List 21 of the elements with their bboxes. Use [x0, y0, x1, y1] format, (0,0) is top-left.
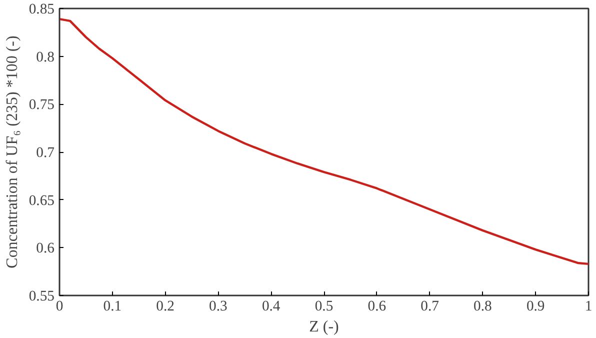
y-tick-label: 0.55 — [28, 288, 55, 304]
x-tick-label: 0.4 — [262, 298, 281, 314]
x-tick-label: 0.9 — [526, 298, 545, 314]
line-series — [60, 18, 588, 266]
x-tick-label: 0.6 — [368, 298, 386, 314]
x-tick-label: 0.3 — [209, 298, 228, 314]
x-tick-label: 0.1 — [103, 298, 122, 314]
x-tick-label: 0 — [56, 298, 64, 314]
x-tick-label: 0.7 — [420, 298, 439, 314]
y-tick-label: 0.65 — [28, 192, 55, 209]
x-axis-title: Z (-) — [309, 318, 339, 336]
y-axis-title: Concentration of UF₆ (235) *100 (-) — [4, 36, 21, 268]
x-tick-label: 0.5 — [314, 298, 334, 314]
y-tick-label: 0.85 — [28, 2, 55, 18]
x-tick-label: 1 — [584, 298, 592, 314]
y-tick-label: 0.75 — [28, 97, 55, 114]
x-tick-label: 0.2 — [156, 298, 174, 314]
y-tick-label: 0.7 — [36, 145, 55, 161]
x-tick-label: 0.8 — [474, 298, 492, 314]
y-tick-label: 0.8 — [36, 49, 55, 66]
y-tick-label: 0.6 — [36, 240, 55, 257]
